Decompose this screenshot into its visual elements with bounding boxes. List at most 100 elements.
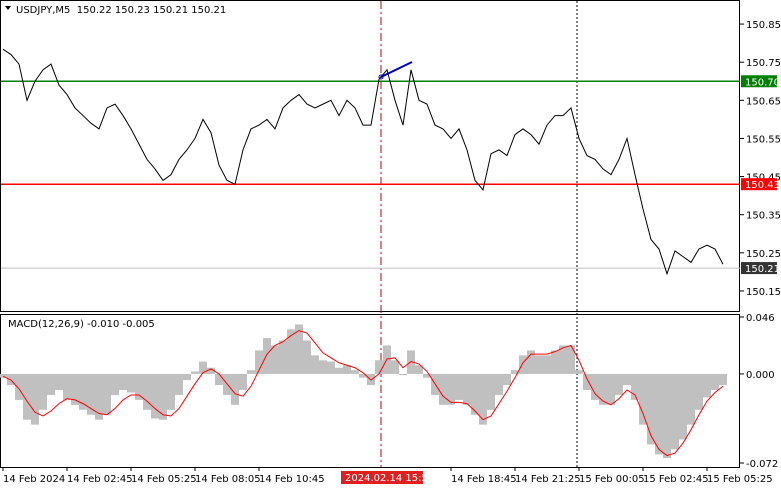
y-tick-label: 150.25: [746, 249, 781, 260]
macd-bar: [551, 350, 559, 374]
macd-bar: [711, 373, 719, 390]
macd-bar: [623, 373, 631, 386]
macd-bar: [671, 373, 679, 450]
macd-bar: [527, 350, 535, 374]
macd-bar: [687, 373, 695, 425]
macd-bar: [567, 345, 575, 374]
macd-bar: [471, 373, 479, 415]
macd-bar: [511, 370, 519, 374]
macd-bar: [615, 373, 623, 395]
macd-bar: [655, 373, 663, 455]
crosshair-label-box: [341, 471, 423, 484]
macd-bar: [703, 373, 711, 398]
macd-bar: [39, 373, 47, 410]
macd-bar: [663, 373, 671, 459]
macd-bar: [423, 373, 431, 378]
macd-bar: [247, 370, 255, 374]
x-tick-label: 14 Feb 02:45: [67, 474, 133, 485]
x-tick-label: 15 Feb 02:45: [643, 474, 709, 485]
macd-bar: [447, 373, 455, 405]
x-tick-label: 14 Feb 05:25: [131, 474, 197, 485]
y-tick-label: 150.85: [746, 20, 781, 31]
level-label-box: [741, 262, 777, 275]
macd-bar: [647, 373, 655, 445]
x-tick-label: 15 Feb 05:25: [707, 474, 773, 485]
macd-bar: [255, 350, 263, 374]
macd-bar: [463, 373, 471, 405]
macd-bar: [695, 373, 703, 410]
macd-bar: [239, 373, 247, 390]
macd-bar: [31, 373, 39, 425]
macd-bar: [215, 373, 223, 386]
macd-bar: [159, 373, 167, 420]
x-tick-label: 15 Feb 00:05: [579, 474, 645, 485]
macd-bar: [7, 373, 15, 386]
x-tick-label: 14 Feb 08:05: [195, 474, 261, 485]
macd-bar: [143, 373, 151, 410]
macd-bar: [543, 355, 551, 374]
macd-bar: [591, 373, 599, 400]
x-tick-label: 14 Feb 10:45: [259, 474, 325, 485]
level-label: 150.43: [745, 180, 780, 191]
marks: 150.15 150.25 150.35 150.45 150.55 150.65 150.…: [0, 20, 781, 485]
macd-bar: [639, 373, 647, 425]
macd-bar: [0, 373, 7, 378]
macd-bar: [119, 373, 127, 390]
x-tick-label: 14 Feb 2024: [3, 474, 65, 485]
price-line: [2, 48, 724, 276]
macd-bar: [359, 373, 367, 378]
price-panel: [0, 0, 740, 312]
macd-bar: [271, 345, 279, 374]
macd-bar: [111, 373, 119, 395]
macd-bar: [87, 373, 95, 415]
trend-handle: [378, 74, 384, 80]
macd-bar: [207, 367, 215, 374]
x-tick-label: 14 Feb 21:25: [515, 474, 581, 485]
macd-bar: [175, 373, 183, 395]
macd-bar: [319, 360, 327, 374]
macd-bar: [71, 373, 79, 405]
macd-bar: [199, 361, 207, 374]
macd-bar: [335, 367, 343, 374]
macd-bar: [455, 373, 463, 400]
level-label-box: [741, 178, 777, 191]
macd-bar: [351, 370, 359, 374]
macd-bar: [679, 373, 687, 440]
y-tick-label: 150.75: [746, 58, 781, 69]
macd-bar: [375, 360, 383, 374]
macd-bar: [535, 355, 543, 374]
macd-bar: [183, 373, 191, 381]
macd-bar: [15, 373, 23, 400]
macd-title: MACD(12,26,9) -0.010 -0.005: [8, 319, 155, 330]
y-tick-label: 150.45: [746, 173, 781, 184]
macd-bar: [287, 329, 295, 374]
macd-bar: [191, 371, 199, 374]
macd-bar: [303, 340, 311, 374]
macd-bar: [479, 373, 487, 425]
level-label-box: [741, 75, 777, 88]
macd-bar: [415, 365, 423, 374]
signal-line: [2, 330, 724, 457]
y-tick-label: 0.046: [746, 313, 775, 324]
macd-bar: [503, 373, 511, 386]
y-tick-label: 150.15: [746, 287, 781, 298]
macd-bar: [23, 373, 31, 420]
price-title: USDJPY,M5 150.22 150.23 150.21 150.21: [16, 5, 226, 16]
crosshair-label: 2024.02.14 15:50: [345, 473, 434, 484]
macd-bar: [631, 373, 639, 400]
macd-bar: [495, 373, 503, 395]
macd-bar: [599, 373, 607, 405]
macd-bar: [607, 373, 615, 405]
y-tick-label: 150.35: [746, 211, 781, 222]
macd-bar: [55, 373, 63, 390]
macd-bar: [167, 373, 175, 410]
macd-bar: [231, 373, 239, 405]
level-label: 150.70: [745, 77, 780, 88]
macd-bar: [135, 373, 143, 400]
macd-bar: [583, 373, 591, 390]
macd-bar: [311, 355, 319, 374]
macd-bar: [263, 338, 271, 374]
macd-bar: [559, 345, 567, 374]
